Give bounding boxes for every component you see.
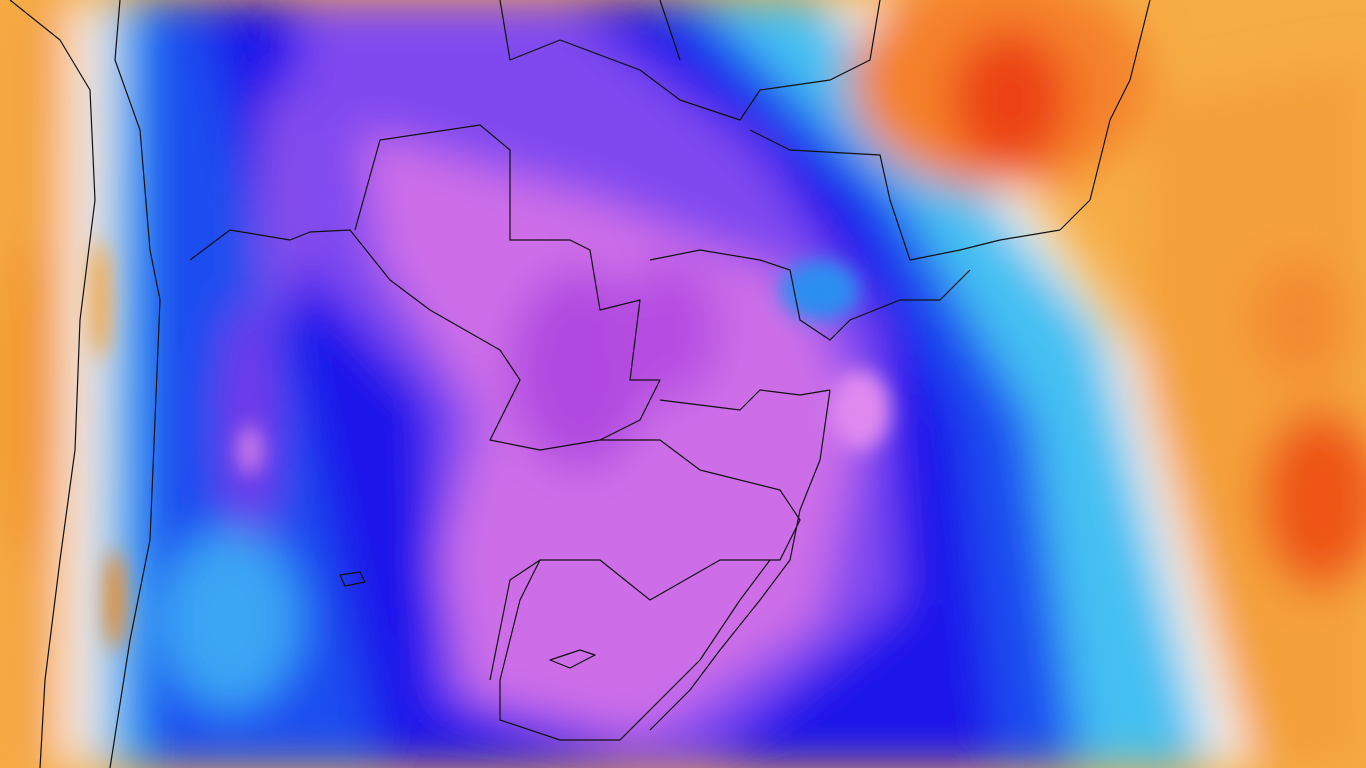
- detail-field: [90, 240, 890, 650]
- country-borders: [9, 0, 1151, 768]
